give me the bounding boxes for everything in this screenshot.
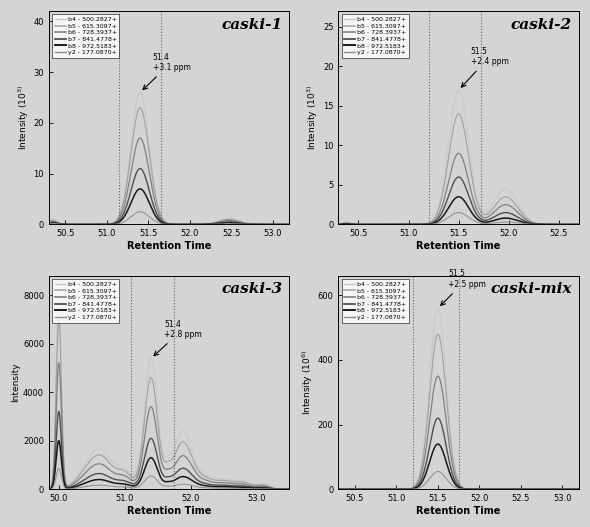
Legend: b4 - 500.2827+, b5 - 615.3097+, b6 - 728.3937+, b7 - 841.4778+, b8 - 972.5183+, : b4 - 500.2827+, b5 - 615.3097+, b6 - 728…	[52, 279, 119, 323]
Legend: b4 - 500.2827+, b5 - 615.3097+, b6 - 728.3937+, b7 - 841.4778+, b8 - 972.5183+, : b4 - 500.2827+, b5 - 615.3097+, b6 - 728…	[342, 14, 409, 58]
Text: caski-mix: caski-mix	[490, 282, 572, 296]
Y-axis label: Intensity (10$^{6)}$: Intensity (10$^{6)}$	[300, 350, 315, 415]
Y-axis label: Intensity (10$^{3)}$: Intensity (10$^{3)}$	[306, 85, 320, 150]
Y-axis label: Intensity: Intensity	[11, 363, 20, 403]
Legend: b4 - 500.2827+, b5 - 615.3097+, b6 - 728.3937+, b7 - 841.4778+, b8 - 972.5183+, : b4 - 500.2827+, b5 - 615.3097+, b6 - 728…	[342, 279, 409, 323]
X-axis label: Retention Time: Retention Time	[127, 506, 211, 516]
Text: 51.4
+2.8 ppm: 51.4 +2.8 ppm	[154, 319, 202, 356]
X-axis label: Retention Time: Retention Time	[417, 241, 501, 251]
Text: 51.5
+2.5 ppm: 51.5 +2.5 ppm	[441, 269, 486, 306]
Text: caski-3: caski-3	[221, 282, 282, 296]
Text: 51.4
+3.1 ppm: 51.4 +3.1 ppm	[143, 53, 191, 90]
Text: caski-1: caski-1	[221, 17, 282, 32]
Text: 51.5
+2.4 ppm: 51.5 +2.4 ppm	[461, 47, 509, 87]
X-axis label: Retention Time: Retention Time	[417, 506, 501, 516]
Legend: b4 - 500.2827+, b5 - 615.3097+, b6 - 728.3937+, b7 - 841.4778+, b8 - 972.5183+, : b4 - 500.2827+, b5 - 615.3097+, b6 - 728…	[52, 14, 119, 58]
Y-axis label: Intensity (10$^{3)}$: Intensity (10$^{3)}$	[16, 85, 31, 150]
X-axis label: Retention Time: Retention Time	[127, 241, 211, 251]
Text: caski-2: caski-2	[510, 17, 572, 32]
